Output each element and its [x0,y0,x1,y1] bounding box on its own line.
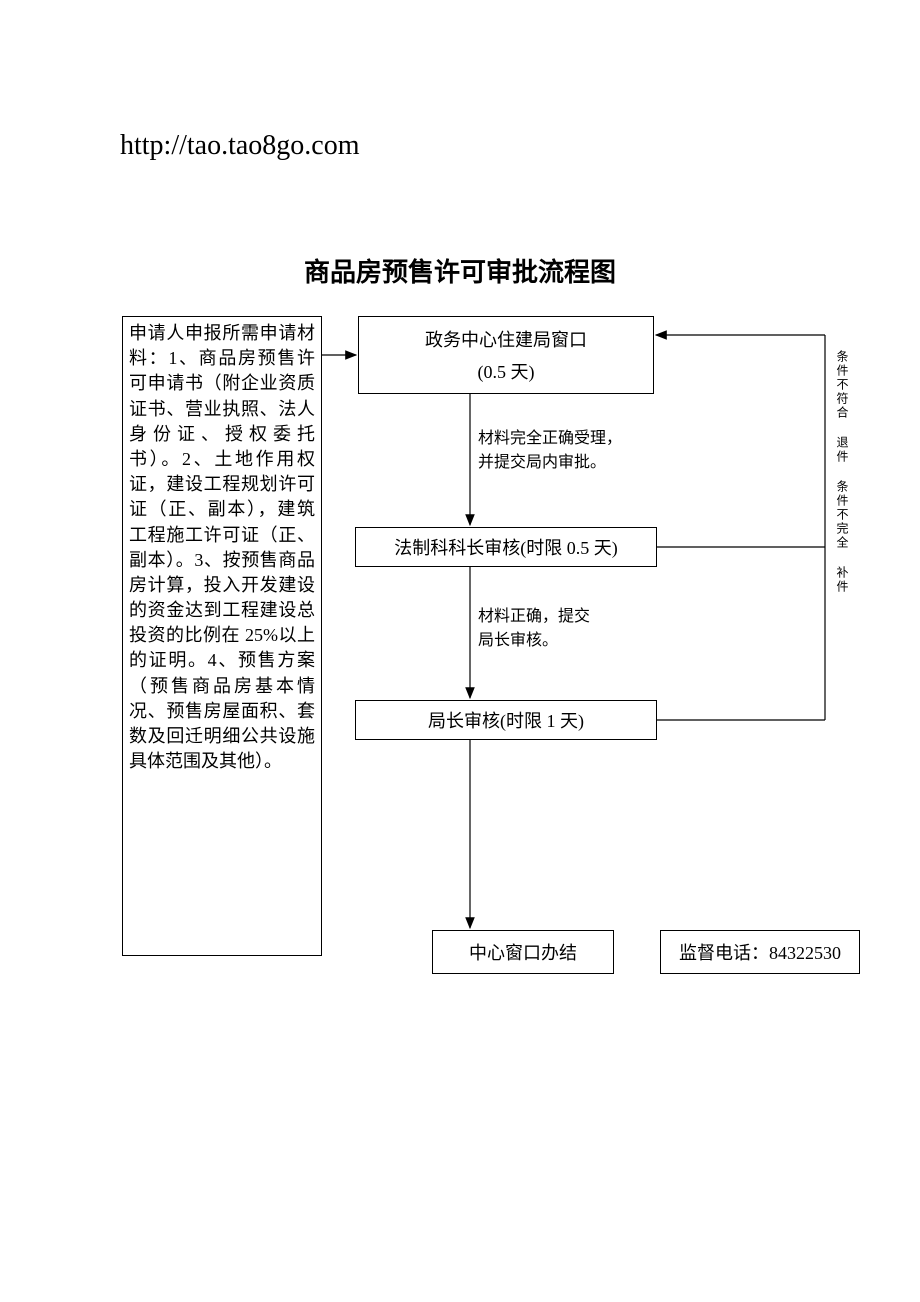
process-box-director: 局长审核(时限 1 天) [355,700,657,740]
supervision-phone-box: 监督电话：84322530 [660,930,860,974]
box1-line1: 政务中心住建局窗口 [425,326,587,352]
arrow-label-2: 材料正确，提交 局长审核。 [478,605,638,653]
page-title: 商品房预售许可审批流程图 [0,252,920,289]
box1-line2: (0.5 天) [478,358,535,384]
vertical-return-labels: 条件不符合 退件 条件不完全 补件 [832,350,852,690]
arrow-label-1: 材料完全正确受理， 并提交局内审批。 [478,427,658,475]
process-box-window: 政务中心住建局窗口 (0.5 天) [358,316,654,394]
process-box-section-chief: 法制科科长审核(时限 0.5 天) [355,527,657,567]
url-header: http://tao.tao8go.com [120,130,360,162]
process-box-complete: 中心窗口办结 [432,930,614,974]
materials-box: 申请人申报所需申请材料：1、商品房预售许可申请书（附企业资质证书、营业执照、法人… [122,316,322,956]
